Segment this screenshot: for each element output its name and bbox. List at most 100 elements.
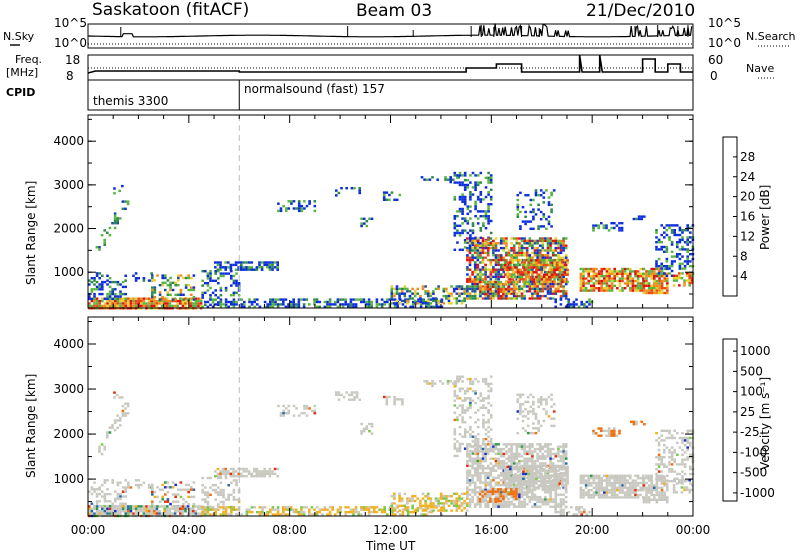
velocity-cell xyxy=(555,482,559,485)
power-cell xyxy=(499,237,503,240)
power-cell xyxy=(219,294,223,297)
power-cell xyxy=(515,292,518,296)
power-cell xyxy=(660,282,664,285)
power-cell xyxy=(523,251,526,255)
power-cell xyxy=(358,191,361,195)
velocity-cell xyxy=(453,445,457,448)
power-cell xyxy=(516,271,520,274)
velocity-cell xyxy=(479,486,482,489)
power-cell xyxy=(539,189,543,192)
power-cell xyxy=(553,275,556,279)
velocity-cell xyxy=(463,411,467,414)
velocity-cell xyxy=(499,483,503,487)
power-cell xyxy=(642,275,645,278)
power-cell xyxy=(179,297,182,300)
velocity-cell xyxy=(469,401,472,405)
power-cell xyxy=(507,292,511,295)
velocity-cell xyxy=(404,508,407,511)
power-cell xyxy=(468,268,472,271)
velocity-cell xyxy=(557,505,560,508)
velocity-cell xyxy=(421,509,425,512)
velocity-cell xyxy=(558,468,562,471)
power-cell xyxy=(497,258,500,262)
power-cell xyxy=(469,181,472,184)
power-cell xyxy=(189,299,192,303)
velocity-cell xyxy=(486,493,490,496)
velocity-cell xyxy=(171,500,175,503)
power-cell xyxy=(550,225,553,228)
power-cell xyxy=(650,277,653,280)
velocity-cell xyxy=(474,377,477,381)
power-cell xyxy=(489,288,492,291)
power-cell xyxy=(466,278,469,281)
power-cell xyxy=(224,289,228,292)
velocity-cell xyxy=(531,495,534,499)
power-cell xyxy=(516,215,520,218)
power-cell xyxy=(292,200,296,203)
velocity-cell xyxy=(531,498,534,501)
power-cell xyxy=(147,299,151,303)
velocity-cell xyxy=(478,497,482,501)
velocity-cell xyxy=(126,412,130,415)
velocity-cell xyxy=(561,475,564,478)
power-cell xyxy=(142,304,146,308)
power-cell xyxy=(199,304,203,308)
velocity-cell xyxy=(536,443,539,446)
power-cell xyxy=(610,287,614,290)
velocity-cell xyxy=(401,400,404,403)
velocity-cell xyxy=(458,447,462,450)
velocity-cell xyxy=(471,467,474,470)
velocity-cell xyxy=(468,500,472,504)
velocity-cell xyxy=(515,488,518,491)
power-cell xyxy=(106,231,109,234)
power-cell xyxy=(471,229,475,232)
velocity-cell xyxy=(548,477,551,480)
velocity-cell xyxy=(237,472,240,475)
power-cell xyxy=(266,305,269,308)
velocity-cell xyxy=(471,380,475,383)
power-cell xyxy=(114,288,117,291)
power-cell xyxy=(492,294,495,298)
power-cell xyxy=(408,297,412,300)
power-cell xyxy=(176,299,179,303)
cpid-panel-frame xyxy=(87,79,694,111)
velocity-cell xyxy=(515,447,519,451)
power-cell xyxy=(471,249,474,252)
power-cell xyxy=(658,279,661,283)
power-cell xyxy=(481,266,485,269)
power-cell xyxy=(512,283,516,286)
power-cell xyxy=(471,237,474,240)
power-cell xyxy=(686,260,689,263)
power-cell xyxy=(673,229,676,232)
velocity-cell xyxy=(219,506,223,509)
velocity-cell xyxy=(461,409,464,412)
velocity-cell xyxy=(142,507,146,510)
power-cell xyxy=(672,274,676,277)
velocity-cell xyxy=(106,433,109,437)
power-cell xyxy=(653,291,656,295)
velocity-cell xyxy=(258,506,262,509)
velocity-cell xyxy=(119,492,122,496)
power-cell xyxy=(466,207,470,211)
velocity-cell xyxy=(549,452,552,456)
velocity-cell xyxy=(166,486,170,489)
power-cell xyxy=(209,270,212,273)
velocity-cell xyxy=(481,450,485,453)
power-cell xyxy=(660,284,664,287)
velocity-cell xyxy=(450,499,453,503)
power-cell xyxy=(676,233,679,237)
velocity-cell xyxy=(523,459,526,463)
velocity-cell xyxy=(393,395,396,399)
power-cell xyxy=(463,195,467,199)
power-cell xyxy=(103,297,107,301)
velocity-cell xyxy=(479,464,482,468)
velocity-cell xyxy=(549,450,552,453)
power-cell xyxy=(533,287,537,291)
power-cell xyxy=(645,277,648,280)
power-cell xyxy=(559,242,563,245)
power-cell xyxy=(150,299,153,303)
power-cell xyxy=(496,280,500,284)
power-cell xyxy=(111,290,114,293)
velocity-cell xyxy=(429,502,433,505)
velocity-cell xyxy=(90,492,94,496)
